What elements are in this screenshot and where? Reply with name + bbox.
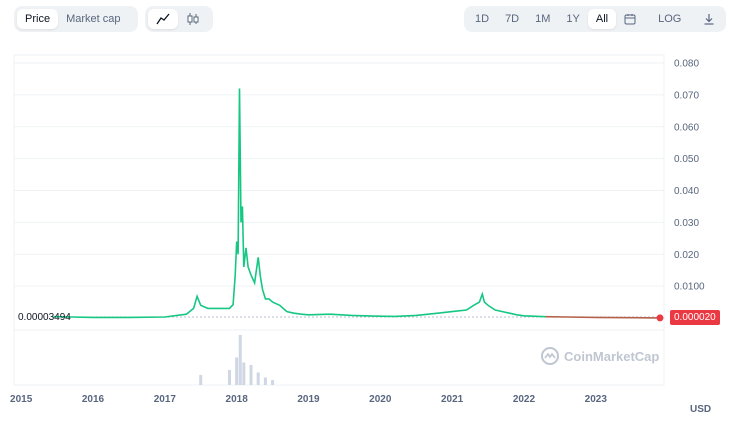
tab-price[interactable]: Price <box>17 9 59 29</box>
chart-type-selector <box>145 6 213 32</box>
y-tick-label: 0.030 <box>674 218 699 229</box>
y-tick-label: 0.080 <box>674 59 699 70</box>
download-icon[interactable] <box>695 9 723 29</box>
volume-bar <box>271 380 275 385</box>
volume-bar <box>235 357 239 385</box>
volume-bar <box>263 377 267 385</box>
volume-bar <box>199 375 203 385</box>
range-7d[interactable]: 7D <box>505 13 520 25</box>
chart-frame <box>13 54 665 386</box>
volume-bar <box>238 335 242 385</box>
y-tick-label: 0.020 <box>674 250 699 261</box>
volume-bar <box>249 365 253 385</box>
line-chart-icon[interactable] <box>148 9 178 29</box>
price-series-line <box>53 88 546 319</box>
volume-bar <box>242 362 246 385</box>
y-tick-label: 0.060 <box>674 122 699 133</box>
calendar-icon[interactable] <box>616 9 644 29</box>
range-1y[interactable]: 1Y <box>566 13 580 25</box>
y-tick-label: 0.0100 <box>674 282 705 293</box>
currency-label: USD <box>690 404 712 415</box>
watermark: CoinMarketCap <box>541 347 659 365</box>
watermark-text: CoinMarketCap <box>564 348 660 364</box>
range-all[interactable]: All <box>587 9 617 29</box>
tab-market-cap[interactable]: Market cap <box>66 13 121 25</box>
volume-bars <box>199 335 275 385</box>
x-tick-label: 2018 <box>226 394 249 405</box>
x-tick-label: 2019 <box>297 394 320 405</box>
range-1m[interactable]: 1M <box>535 13 551 25</box>
x-tick-label: 2022 <box>513 394 536 405</box>
metric-selector: Price Market cap <box>14 6 138 32</box>
x-tick-label: 2021 <box>441 394 464 405</box>
x-tick-label: 2015 <box>10 394 33 405</box>
price-series-recent-line <box>545 315 657 319</box>
chart-grid <box>13 54 665 386</box>
volume-bar <box>227 370 231 385</box>
x-tick-label: 2017 <box>154 394 177 405</box>
last-price-dot <box>656 314 664 322</box>
candlestick-icon[interactable] <box>178 9 208 29</box>
x-tick-label: 2020 <box>369 394 392 405</box>
y-tick-label: 0.040 <box>674 186 699 197</box>
current-price-label: 0.00003494 <box>18 312 71 323</box>
y-tick-label: 0.070 <box>674 90 699 101</box>
range-1d[interactable]: 1D <box>475 13 490 25</box>
volume-bar <box>256 372 260 385</box>
y-tick-label: 0.050 <box>674 154 699 165</box>
log-scale-button[interactable]: LOG <box>658 13 682 25</box>
x-tick-label: 2023 <box>585 394 608 405</box>
x-axis: 2015 2016 2017 2018 2019 2020 2021 2022 2023 <box>10 394 607 405</box>
coinmarketcap-logo-icon <box>541 347 559 365</box>
last-price-badge: 0.000020 <box>670 310 720 325</box>
x-tick-label: 2016 <box>82 394 105 405</box>
y-axis: 0.080 0.070 0.060 0.050 0.040 0.030 0.020 0.010… <box>674 59 705 293</box>
range-selector: 1D 7D 1M 1Y All LOG <box>464 6 726 32</box>
